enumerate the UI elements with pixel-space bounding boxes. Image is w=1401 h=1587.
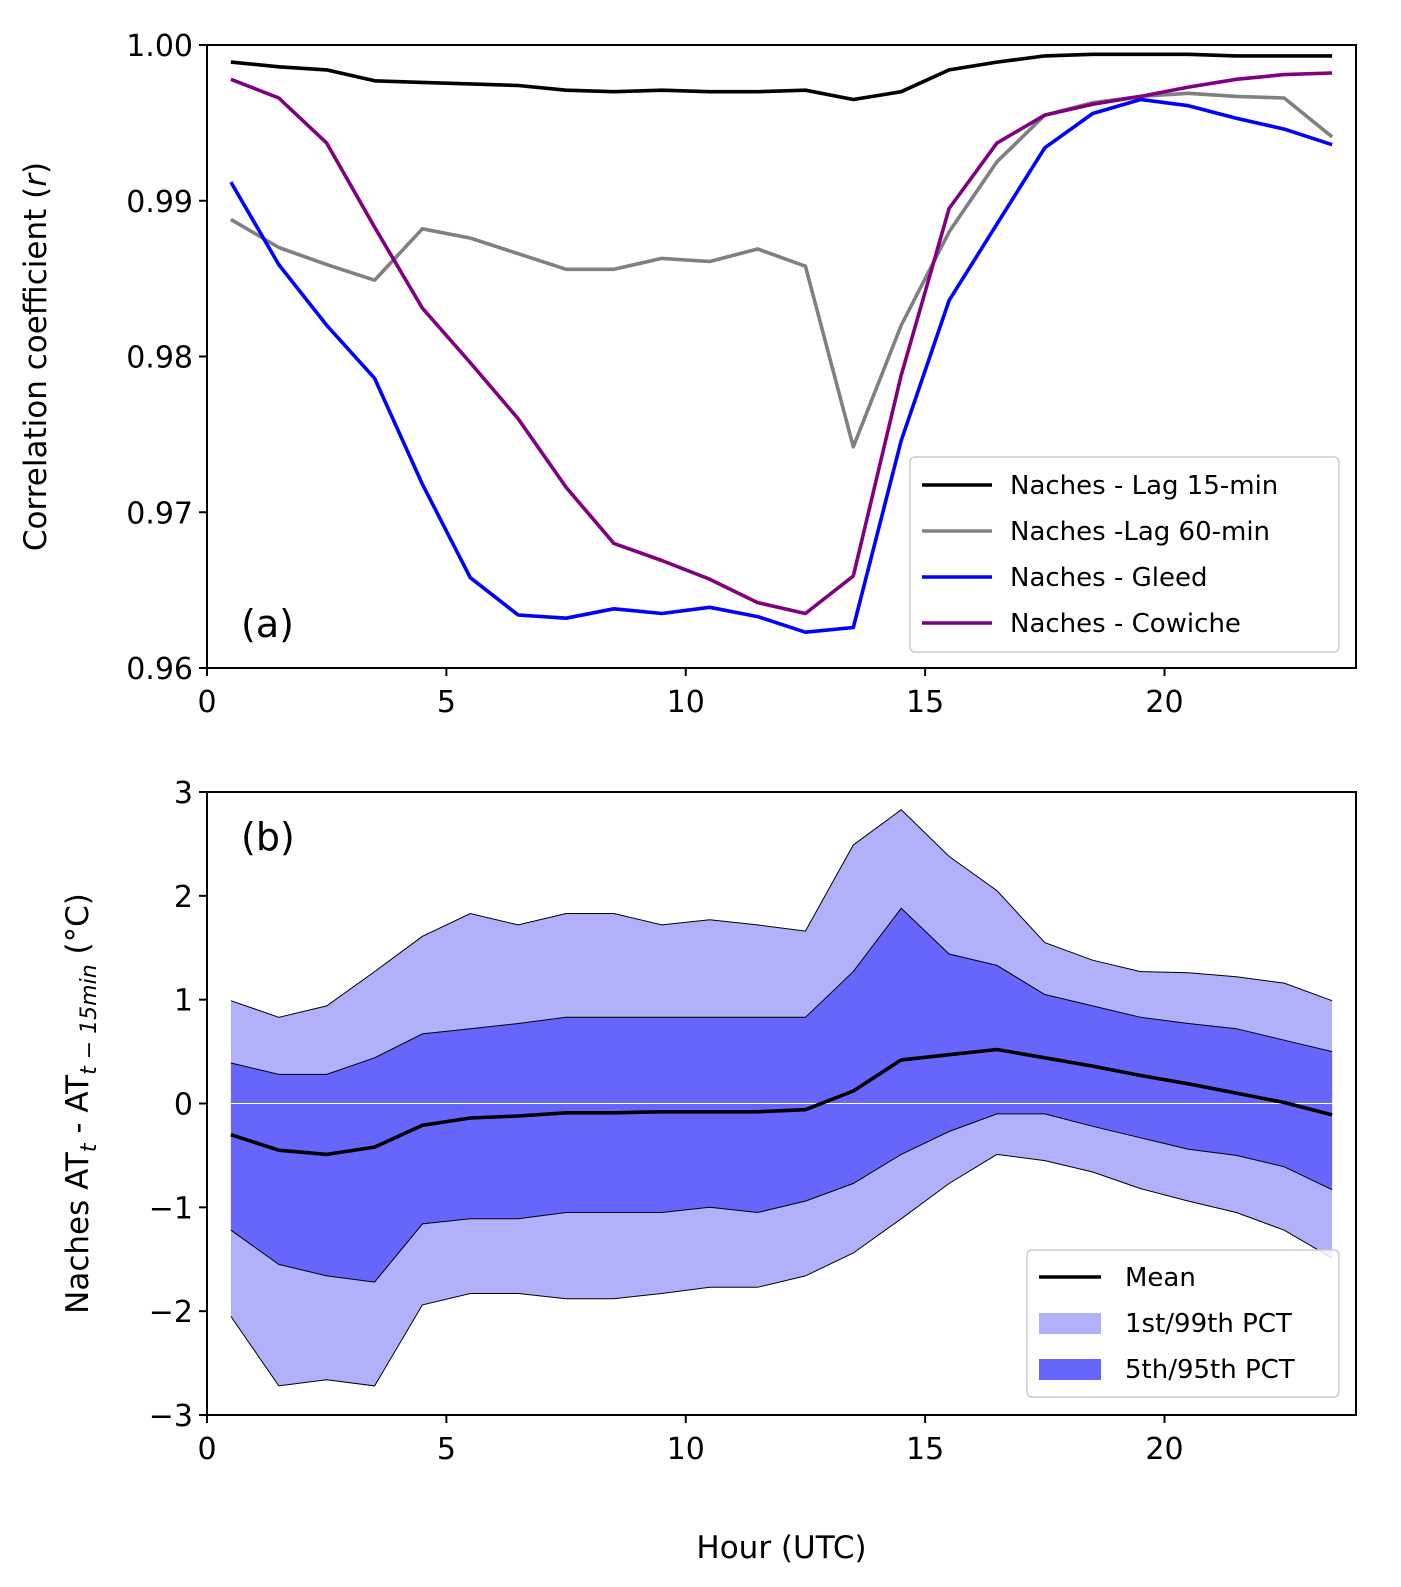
panel-b-x-axis-label: Hour (UTC) (696, 1530, 866, 1566)
ylabel-close: ) (18, 162, 54, 174)
legend-entry: 1st/99th PCT (1125, 1309, 1292, 1339)
band-edge-3 (230, 907, 1333, 1075)
panel-b-y-tick-label: −2 (149, 1295, 193, 1330)
legend-entry: Naches -Lag 60-min (1010, 517, 1270, 547)
legend-entry: Naches - Cowiche (1010, 609, 1241, 639)
panel-b-x-tick-label: 20 (1145, 1432, 1183, 1467)
panel-a-x-tick-label: 15 (906, 685, 944, 720)
ylabel-sub1: t (77, 1142, 102, 1152)
panel-b-y-tick-label: 0 (174, 1088, 193, 1123)
panel-a-x-ticks: 0 5 10 15 20 (197, 668, 1184, 720)
panel-a-y-ticks: 0.96 0.97 0.98 0.99 1.00 (126, 29, 207, 687)
panel-b-y-tick-label: 1 (174, 984, 193, 1019)
legend-entry: 5th/95th PCT (1125, 1355, 1295, 1385)
panel-a-y-tick-label: 1.00 (126, 29, 193, 64)
band-edge-1 (230, 809, 1333, 1018)
panel-b-y-axis-label: Naches ATt - ATt − 15min (°C) (60, 893, 102, 1314)
panel-a-label: (a) (241, 602, 294, 646)
panel-a-y-tick-label: 0.98 (126, 341, 193, 376)
panel-a-x-tick-label: 20 (1145, 685, 1183, 720)
panel-b-x-tick-label: 5 (437, 1432, 456, 1467)
panel-a-y-tick-label: 0.97 (126, 496, 193, 531)
panel-b-x-tick-label: 0 (197, 1432, 216, 1467)
legend-entry: Naches - Gleed (1010, 563, 1207, 593)
panel-b-percentile-bands (230, 809, 1333, 1387)
legend-swatch (1039, 1313, 1101, 1334)
panel-a-x-tick-label: 0 (197, 685, 216, 720)
ylabel-main: Naches AT (60, 1151, 96, 1314)
panel-b-label: (b) (241, 815, 295, 859)
ylabel-text: Correlation coefficient ( (18, 187, 54, 551)
series-line-1 (230, 52, 1333, 102)
panel-b-x-tick-label: 10 (667, 1432, 705, 1467)
legend-box (909, 456, 1340, 653)
ylabel-unit: (°C) (60, 893, 96, 964)
panel-a-y-tick-label: 0.99 (126, 185, 193, 220)
legend-entry: Mean (1125, 1263, 1196, 1293)
series-line-3 (229, 97, 1333, 635)
panel-a-y-axis-label: Correlation coefficient (r) (18, 162, 54, 551)
panel-a-x-tick-label: 10 (667, 685, 705, 720)
series-line-2 (229, 91, 1334, 449)
panel-b-y-tick-label: 3 (174, 776, 193, 811)
band-edge-2 (230, 1153, 1333, 1387)
legend-box (1026, 1249, 1340, 1398)
legend-entry: Naches - Lag 15-min (1010, 471, 1278, 501)
panel-b-legend: Mean 1st/99th PCT 5th/95th PCT (1026, 1249, 1340, 1398)
panel-b-y-tick-label: −3 (149, 1399, 193, 1434)
panel-b-y-ticks: −3 −2 −1 0 1 2 3 (149, 776, 207, 1434)
panel-a-y-tick-label: 0.96 (126, 652, 193, 687)
panel-a-series-lines (229, 52, 1334, 635)
panel-b-temperature-difference-chart: 0 5 10 15 20 −3 −2 −1 0 1 2 3 Naches ATt - ATt − 1… (60, 776, 1357, 1566)
panel-a-legend: Naches - Lag 15-min Naches -Lag 60-min Nac… (909, 456, 1340, 653)
band-5th-95th-percentile (230, 908, 1333, 1283)
panel-a-correlation-chart: 0 5 10 15 20 0.96 0.97 0.98 0.99 1.00 Correlatio… (18, 29, 1357, 720)
panel-b-x-ticks: 0 5 10 15 20 (197, 1415, 1184, 1467)
mean-line (230, 1047, 1333, 1157)
panel-b-y-tick-label: 2 (174, 880, 193, 915)
panel-b-mean-line (230, 1047, 1333, 1157)
ylabel-mid: - AT (60, 1074, 96, 1144)
panel-b-y-tick-label: −1 (149, 1191, 193, 1226)
band-edge-4 (230, 1113, 1333, 1283)
ylabel-symbol: r (18, 172, 54, 187)
panel-a-x-tick-label: 5 (437, 685, 456, 720)
panel-b-x-tick-label: 15 (906, 1432, 944, 1467)
ylabel-sub2: t − 15min (77, 964, 102, 1075)
series-line-4 (230, 71, 1333, 616)
legend-swatch (1039, 1359, 1101, 1380)
